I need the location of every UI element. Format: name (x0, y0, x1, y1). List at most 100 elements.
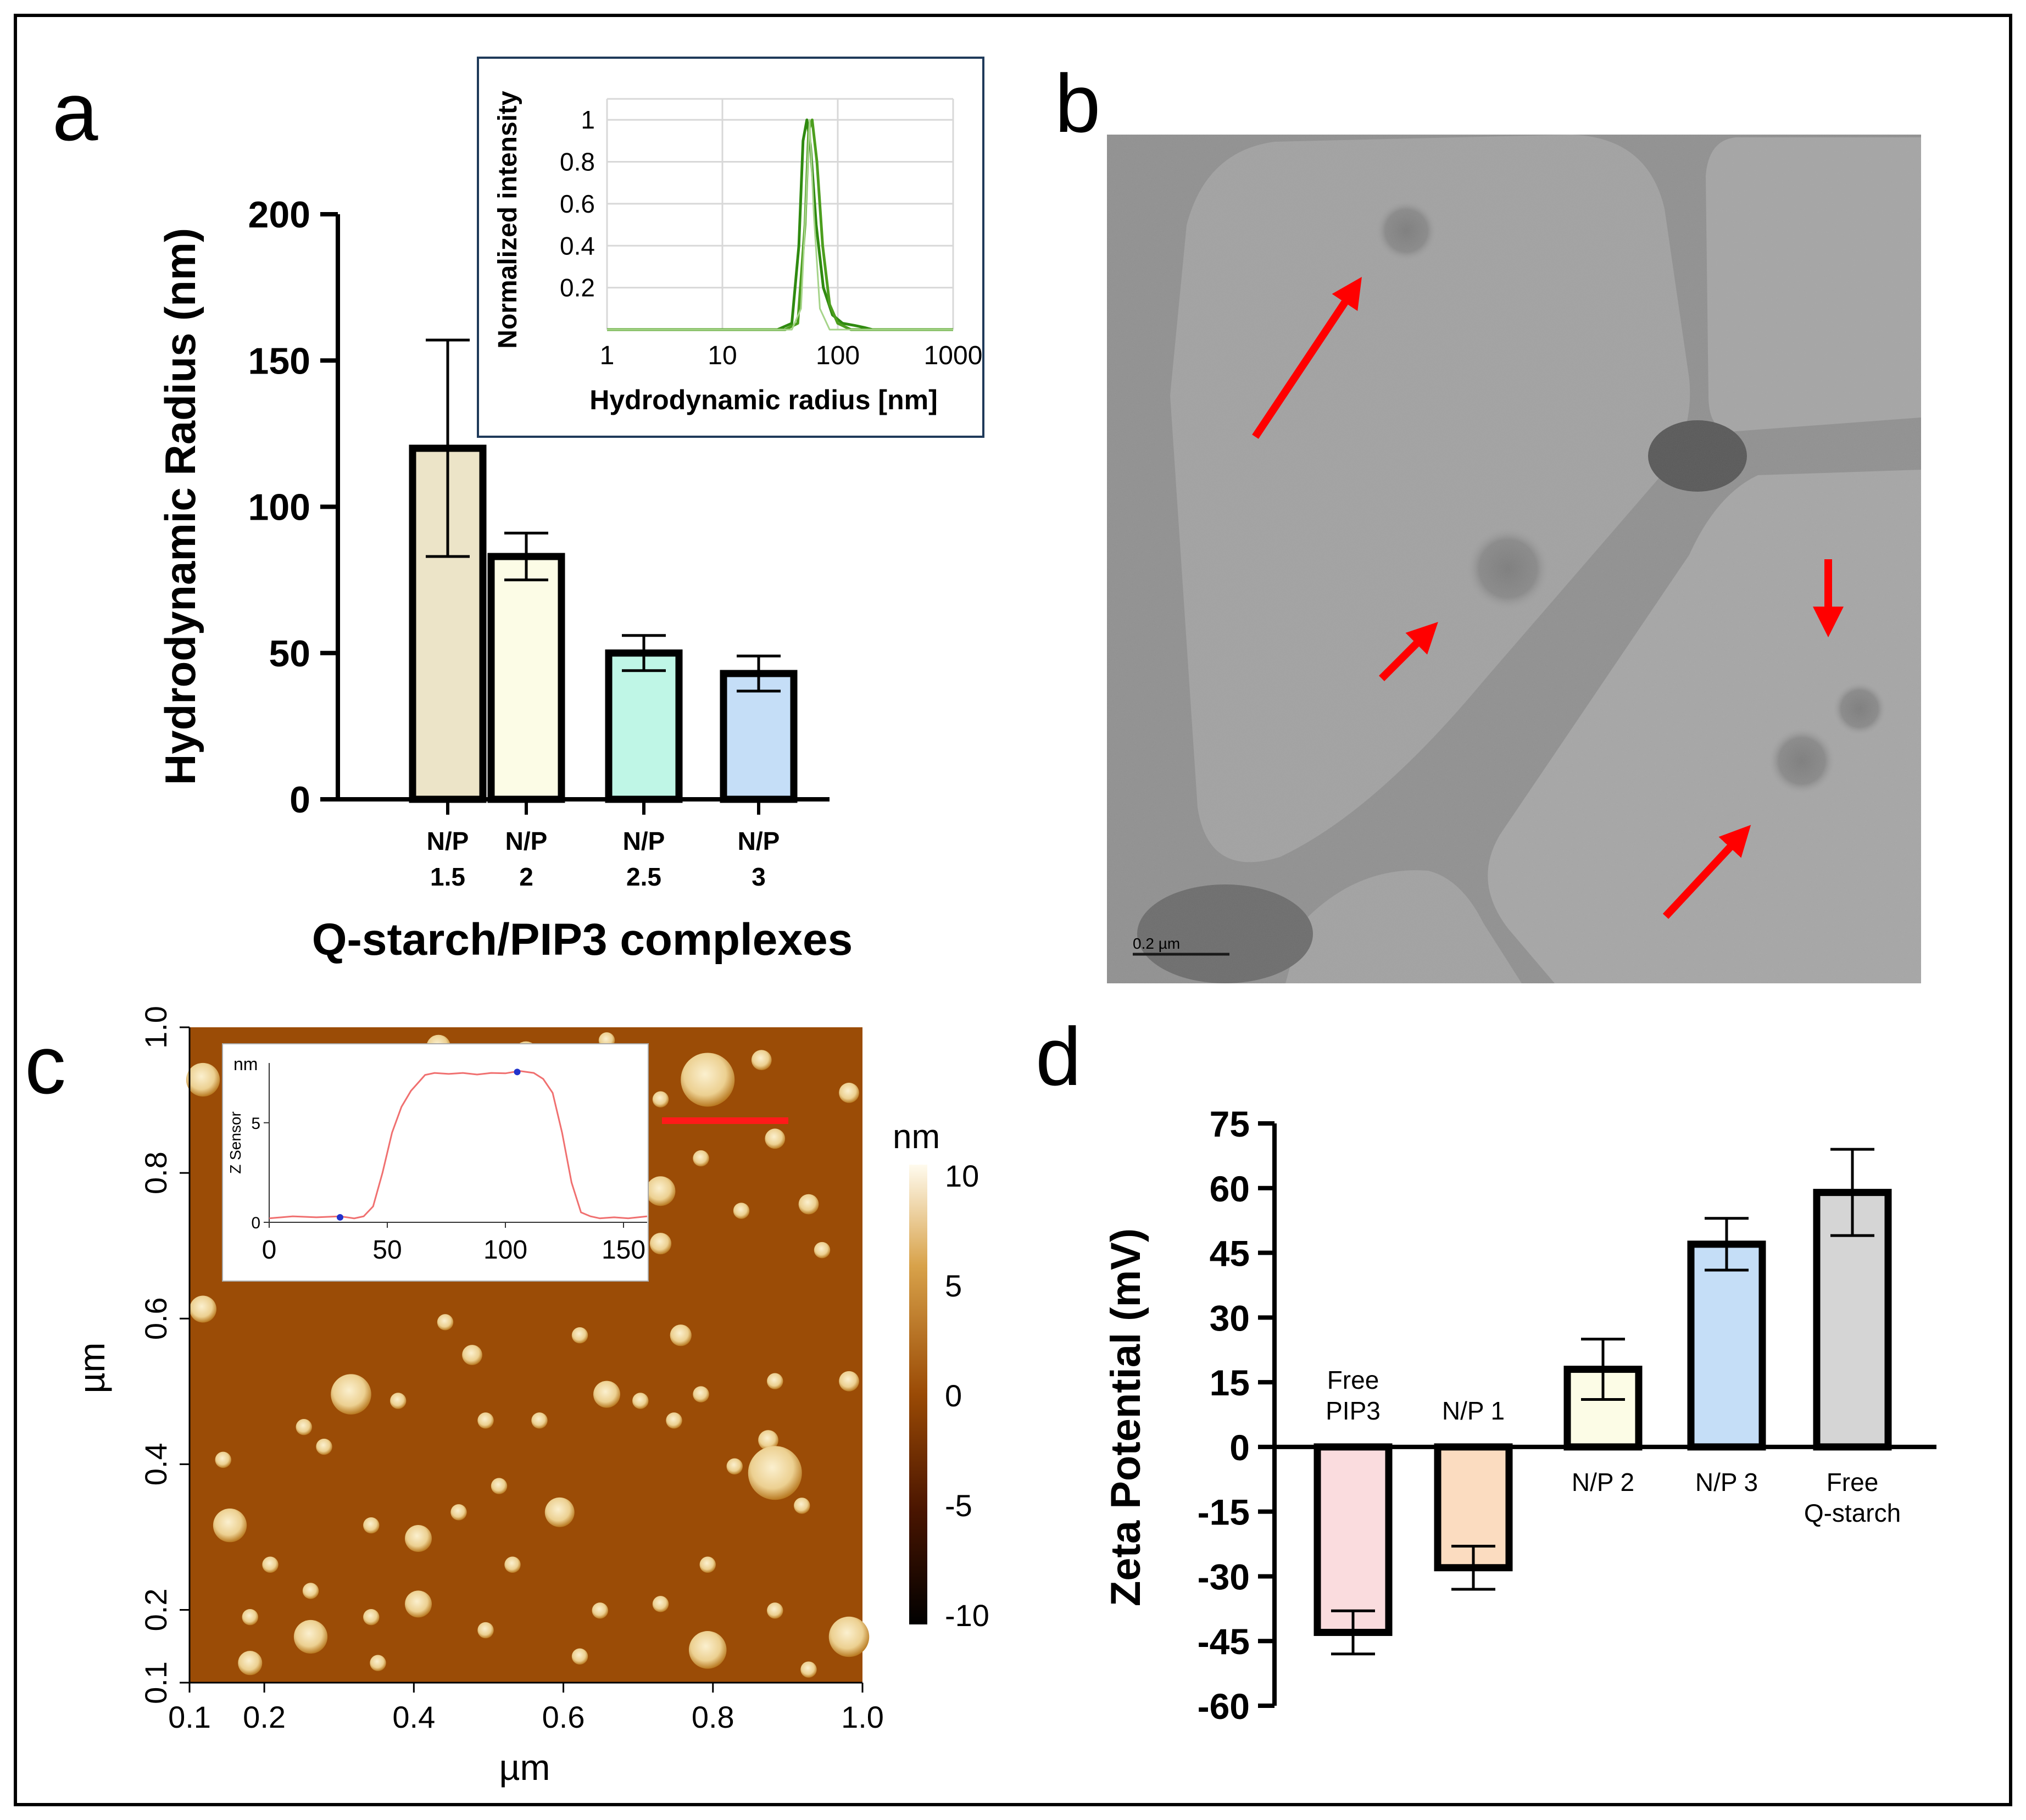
afm-particle (693, 1386, 709, 1402)
afm-particle (262, 1556, 279, 1573)
a-xtick-label: N/P (427, 827, 469, 855)
afm-particle (839, 1371, 859, 1392)
inset-ytick-label: 1 (581, 105, 595, 134)
a-ytick-label: 50 (269, 633, 310, 675)
afm-particle (331, 1374, 371, 1415)
afm-xtick-label: 0.2 (243, 1700, 286, 1734)
a-bar (605, 649, 683, 803)
afm-particle (645, 1176, 676, 1206)
d-bar (1813, 1189, 1892, 1451)
afm-particle (814, 1242, 831, 1259)
a-xtick-label: 2.5 (626, 862, 661, 891)
afm-particle (450, 1504, 467, 1521)
d-ytick-label: -15 (1198, 1492, 1250, 1533)
afm-colorbar-tick-label: -5 (945, 1488, 972, 1523)
d-ytick-label: 75 (1210, 1104, 1250, 1144)
d-category-label: N/P 3 (1695, 1468, 1758, 1496)
afm-ylabel: µm (71, 1342, 112, 1393)
afm-particle (477, 1622, 494, 1639)
panel-a-ticks: 0 50 100 150 200 N/P 1.5 N/P 2 N/P 2.5 N/P 3 (248, 194, 780, 891)
d-ytick-label: -30 (1198, 1556, 1250, 1597)
afm-xlabel: µm (499, 1747, 550, 1788)
a-xtick-label: N/P (623, 827, 665, 855)
d-category-label: PIP3 (1326, 1396, 1381, 1425)
afm-particle (681, 1053, 735, 1107)
profile-xtick-label: 50 (372, 1235, 402, 1265)
afm-particle (296, 1419, 312, 1435)
profile-series-line (269, 1070, 648, 1220)
afm-particle (437, 1314, 454, 1331)
afm-particle (592, 1602, 608, 1619)
afm-ytick-label: 0.4 (138, 1443, 173, 1485)
inset-series-line (607, 118, 953, 331)
panel-b-tem-image: 0.2 µm (1107, 135, 1921, 983)
afm-particle (186, 1062, 220, 1097)
afm-colorbar-tick-label: 10 (945, 1159, 979, 1193)
afm-particle (652, 1596, 669, 1612)
d-category-label: Free (1327, 1366, 1379, 1394)
inset-xtick-label: 100 (816, 341, 860, 370)
d-category-label: N/P 2 (1572, 1468, 1634, 1496)
figure-frame (14, 14, 2012, 1806)
tem-scale-bar-label: 0.2 µm (1133, 935, 1180, 952)
afm-particle (699, 1556, 716, 1573)
a-ytick-label: 100 (248, 487, 310, 528)
tem-arrow (1379, 622, 1438, 681)
afm-colorbar-tick-label: 0 (945, 1378, 962, 1413)
profile-ytick-label: 0 (251, 1214, 260, 1232)
afm-colorbar (909, 1165, 927, 1624)
a-ytick-label: 150 (248, 340, 310, 382)
inset-frame (477, 57, 984, 438)
afm-particle (531, 1412, 548, 1429)
afm-particle (213, 1509, 247, 1543)
afm-particle (405, 1525, 432, 1552)
afm-particle (363, 1609, 380, 1626)
afm-particle (828, 1616, 870, 1657)
inset-ytick-label: 0.2 (560, 274, 595, 302)
d-bar (1313, 1443, 1393, 1637)
panel-d-bars (1313, 1148, 1892, 1656)
afm-particle (491, 1478, 508, 1494)
afm-particle (693, 1150, 709, 1167)
afm-particle (571, 1648, 588, 1665)
afm-particle (544, 1497, 575, 1527)
d-ytick-label: 30 (1210, 1298, 1250, 1338)
profile-line (269, 1068, 648, 1221)
afm-particle (593, 1381, 620, 1408)
tem-arrow (1252, 277, 1362, 439)
profile-marker (337, 1214, 343, 1221)
afm-particle (670, 1324, 692, 1346)
afm-xtick-label: 0.4 (392, 1700, 435, 1734)
afm-particle (462, 1345, 482, 1365)
afm-ytick-label: 0.2 (138, 1589, 173, 1632)
d-ytick-label: 0 (1229, 1427, 1250, 1468)
afm-particle (390, 1393, 407, 1409)
afm-particle (765, 1128, 786, 1149)
afm-ytick-label: 0.1 (138, 1661, 173, 1704)
d-category-label: Q-starch (1804, 1499, 1901, 1527)
afm-particle (242, 1609, 258, 1626)
d-category-label: Free (1827, 1468, 1879, 1496)
afm-particle (733, 1203, 750, 1219)
afm-particle (238, 1651, 263, 1676)
afm-particle (571, 1327, 588, 1344)
panel-label-b: b (1055, 57, 1100, 149)
d-ytick-label: -60 (1198, 1686, 1250, 1727)
afm-particle (798, 1194, 819, 1215)
panel-d-ylabel: Zeta Potential (mV) (1103, 1228, 1149, 1606)
panel-a-xlabel: Q-starch/PIP3 complexes (312, 915, 853, 965)
a-xtick-label: N/P (738, 827, 780, 855)
d-ytick-label: 60 (1210, 1168, 1250, 1209)
inset-xlabel: Hydrodynamic radius [nm] (589, 385, 937, 415)
inset-ytick-label: 0.4 (560, 231, 595, 260)
afm-xtick-label: 0.8 (692, 1700, 734, 1734)
profile-ytick-label: 5 (251, 1115, 260, 1133)
afm-particle (688, 1631, 727, 1669)
afm-particle (363, 1517, 380, 1534)
inset-grid (606, 98, 954, 330)
afm-particle (726, 1458, 743, 1475)
afm-particle (758, 1430, 778, 1450)
afm-particle (649, 1233, 672, 1255)
afm-particle (215, 1451, 231, 1468)
